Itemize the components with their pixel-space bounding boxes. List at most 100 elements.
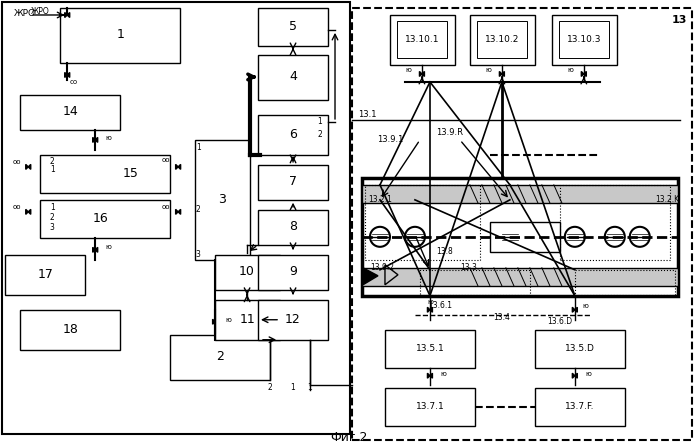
Bar: [258, 55, 328, 100]
Bar: [352, 8, 692, 440]
Polygon shape: [178, 209, 180, 215]
Text: 13.1: 13.1: [358, 111, 377, 120]
Polygon shape: [65, 72, 67, 78]
Text: 1: 1: [317, 117, 322, 126]
Polygon shape: [212, 319, 215, 324]
Text: 13.3.: 13.3.: [460, 263, 480, 273]
Bar: [559, 21, 609, 58]
Text: ЖРО: ЖРО: [31, 8, 50, 17]
Text: 6: 6: [289, 128, 297, 141]
Bar: [385, 388, 475, 425]
Text: ю: ю: [485, 67, 491, 73]
Text: 15: 15: [122, 167, 138, 180]
Polygon shape: [428, 307, 430, 312]
Bar: [20, 310, 120, 350]
Text: ю: ю: [106, 244, 111, 250]
Polygon shape: [502, 71, 505, 76]
Text: 16: 16: [92, 212, 108, 225]
Text: 5: 5: [289, 21, 297, 33]
Text: 13.10.3: 13.10.3: [567, 36, 601, 45]
Bar: [170, 335, 270, 380]
Text: ю: ю: [427, 299, 433, 305]
Text: 13.10.2: 13.10.2: [484, 36, 519, 45]
Text: 7: 7: [289, 175, 297, 188]
Bar: [477, 21, 527, 58]
Bar: [258, 210, 328, 245]
Text: 2: 2: [216, 350, 224, 363]
Text: ю: ю: [106, 135, 111, 141]
Text: 8: 8: [289, 220, 297, 233]
Bar: [365, 185, 480, 260]
Polygon shape: [572, 373, 575, 378]
Text: 3: 3: [218, 194, 226, 206]
Text: 1: 1: [50, 165, 55, 174]
Bar: [215, 255, 280, 290]
Text: 2: 2: [50, 157, 55, 166]
Bar: [6, 255, 85, 295]
Bar: [552, 15, 617, 65]
Text: 13.10.1: 13.10.1: [405, 36, 439, 45]
Polygon shape: [93, 137, 95, 142]
Polygon shape: [572, 307, 575, 312]
Polygon shape: [67, 12, 70, 17]
Polygon shape: [582, 71, 584, 76]
Bar: [2, 2, 350, 434]
Bar: [258, 115, 328, 155]
Text: 13.6.D: 13.6.D: [547, 317, 572, 326]
Text: 3: 3: [196, 250, 201, 259]
Text: 13.5.D: 13.5.D: [565, 344, 595, 353]
Text: 13: 13: [672, 15, 687, 25]
Text: 10: 10: [239, 265, 255, 278]
Polygon shape: [584, 71, 586, 76]
Polygon shape: [95, 248, 98, 252]
Text: 1: 1: [116, 29, 124, 41]
Text: 17: 17: [37, 268, 53, 281]
Text: 13.7.1: 13.7.1: [416, 402, 445, 411]
Bar: [60, 8, 180, 63]
Bar: [535, 388, 625, 425]
Text: 13.2.K: 13.2.K: [655, 195, 679, 204]
Polygon shape: [175, 209, 178, 215]
Polygon shape: [65, 12, 67, 17]
Bar: [258, 165, 328, 200]
Bar: [420, 270, 530, 295]
Polygon shape: [575, 373, 577, 378]
Bar: [385, 330, 475, 368]
Text: 13.6.1: 13.6.1: [428, 301, 452, 310]
Polygon shape: [28, 209, 31, 215]
Bar: [41, 155, 170, 193]
Text: оо: оо: [162, 157, 171, 163]
Bar: [560, 185, 670, 260]
Text: 2: 2: [196, 205, 201, 215]
Text: 13.4: 13.4: [493, 313, 510, 322]
Polygon shape: [26, 165, 28, 169]
Text: ю: ю: [585, 371, 591, 377]
Text: 11: 11: [239, 313, 255, 326]
Text: 13.9.R: 13.9.R: [436, 128, 463, 137]
Bar: [535, 330, 625, 368]
Polygon shape: [419, 71, 422, 76]
Text: 2: 2: [268, 383, 273, 392]
Text: 13.8: 13.8: [437, 248, 454, 256]
Polygon shape: [215, 319, 217, 324]
Bar: [258, 255, 328, 290]
Polygon shape: [95, 137, 98, 142]
Text: ЖРО: ЖРО: [14, 9, 36, 18]
Bar: [362, 178, 678, 296]
Polygon shape: [363, 268, 378, 285]
Text: 13.9.2: 13.9.2: [370, 263, 394, 273]
Text: ю: ю: [582, 303, 588, 309]
Polygon shape: [430, 373, 433, 378]
Polygon shape: [26, 209, 28, 215]
Polygon shape: [575, 307, 577, 312]
Text: 2: 2: [50, 213, 55, 223]
Polygon shape: [28, 165, 31, 169]
Text: оо: оо: [162, 204, 171, 210]
Text: 1: 1: [308, 383, 312, 392]
Polygon shape: [175, 165, 178, 169]
Bar: [490, 222, 560, 252]
Text: 13.2.1: 13.2.1: [368, 195, 392, 204]
Bar: [41, 200, 170, 238]
Text: 1: 1: [291, 383, 296, 392]
Polygon shape: [428, 373, 430, 378]
